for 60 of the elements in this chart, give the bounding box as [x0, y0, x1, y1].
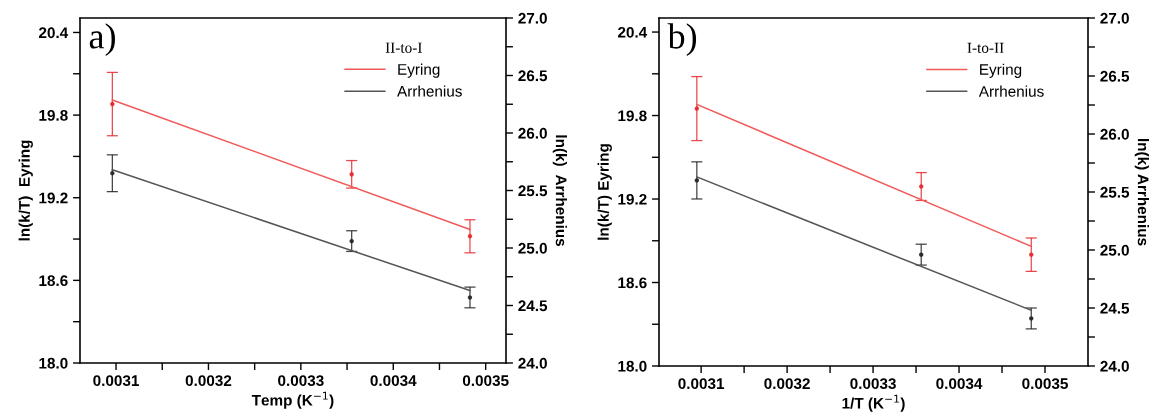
- y-tick-label: 19.2: [39, 192, 68, 204]
- y2-tick-label: 24.5: [1100, 302, 1130, 314]
- point: [1029, 316, 1034, 321]
- y-tick-label: 19.8: [618, 110, 647, 122]
- legend-title: II-to-I: [385, 42, 422, 53]
- y-axis-title: ln(k/T) Eyring: [597, 144, 612, 240]
- x-tick-label: 0.0032: [764, 378, 810, 390]
- point: [349, 172, 354, 177]
- x-tick-label: 0.0035: [1022, 378, 1068, 390]
- point: [694, 178, 700, 183]
- point: [1029, 252, 1034, 257]
- x-tick-label: 0.0035: [462, 375, 509, 387]
- point: [110, 101, 115, 107]
- x-tick-label: 0.0033: [278, 375, 324, 387]
- y2-tick-label: 25.0: [518, 242, 547, 254]
- x-tick-label: 0.0034: [370, 375, 417, 387]
- y-tick-label: 19.2: [618, 193, 647, 205]
- point: [467, 295, 473, 300]
- point: [918, 252, 924, 257]
- x-axis-title: 1/T (K$^{−1}$): [842, 394, 905, 412]
- y-tick-label: 18.6: [618, 277, 647, 289]
- y2-tick-label: 27.0: [1100, 12, 1129, 24]
- point: [349, 238, 354, 244]
- x-tick-label: 0.0032: [185, 375, 232, 387]
- annotation: b): [667, 23, 697, 56]
- legend-label: Eyring: [980, 63, 1022, 78]
- y-tick-label: 18.6: [39, 275, 68, 287]
- legend-label: Arrhenius: [978, 85, 1044, 97]
- annotation: a): [89, 23, 115, 56]
- x-tick-label: 0.0034: [936, 378, 983, 390]
- y-tick-label: 19.8: [39, 109, 68, 121]
- x-axis-title: Temp (K$^{−1}$): [251, 391, 334, 409]
- y2-tick-label: 27.0: [518, 12, 547, 24]
- y2-tick-label: 24.0: [1100, 360, 1129, 372]
- point: [110, 171, 115, 176]
- x-tick-label: 0.0033: [850, 378, 896, 390]
- y2-tick-label: 25.5: [1100, 186, 1130, 198]
- x-tick-label: 0.0031: [93, 375, 139, 387]
- y2-tick-label: 24.0: [518, 357, 547, 369]
- x-tick-label: 0.0031: [678, 378, 725, 390]
- point: [694, 106, 700, 111]
- legend-label: Arrhenius: [397, 85, 462, 97]
- y2-tick-label: 25.5: [518, 185, 548, 197]
- y2-axis-title: ln(k) Arrhenius: [1134, 139, 1149, 246]
- y2-tick-label: 26.0: [518, 127, 547, 139]
- y-tick-label: 20.4: [617, 26, 648, 38]
- point: [918, 184, 924, 189]
- point: [467, 234, 473, 239]
- y2-axis-title: ln(k) Arrhenius: [552, 135, 567, 247]
- y-tick-label: 18.0: [618, 360, 647, 372]
- y2-tick-label: 26.5: [518, 70, 548, 82]
- y-axis-title: ln(k/T) Eyring: [18, 140, 33, 241]
- y2-tick-label: 24.5: [518, 300, 548, 312]
- y2-tick-label: 25.0: [1100, 244, 1129, 256]
- y-tick-label: 18.0: [39, 357, 68, 369]
- legend-title: I-to-II: [967, 42, 1004, 53]
- legend-label: Eyring: [398, 63, 440, 78]
- y2-tick-label: 26.5: [1100, 70, 1130, 82]
- y2-tick-label: 26.0: [1100, 128, 1129, 140]
- y-tick-label: 20.4: [38, 27, 69, 39]
